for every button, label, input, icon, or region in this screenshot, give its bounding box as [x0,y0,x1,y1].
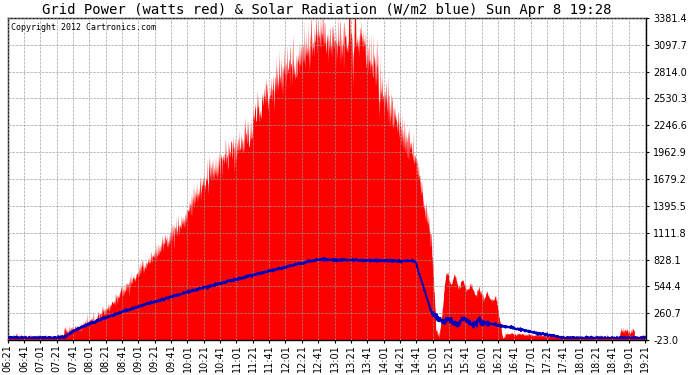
Title: Grid Power (watts red) & Solar Radiation (W/m2 blue) Sun Apr 8 19:28: Grid Power (watts red) & Solar Radiation… [42,3,611,17]
Text: Copyright 2012 Cartronics.com: Copyright 2012 Cartronics.com [11,23,156,32]
